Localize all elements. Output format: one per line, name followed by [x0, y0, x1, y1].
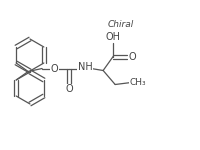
Text: CH₃: CH₃: [130, 78, 146, 87]
Text: O: O: [50, 63, 58, 74]
Text: O: O: [65, 84, 73, 94]
Text: NH: NH: [78, 61, 93, 72]
Text: O: O: [128, 51, 136, 61]
Text: Chiral: Chiral: [108, 20, 134, 29]
Text: OH: OH: [106, 32, 121, 42]
